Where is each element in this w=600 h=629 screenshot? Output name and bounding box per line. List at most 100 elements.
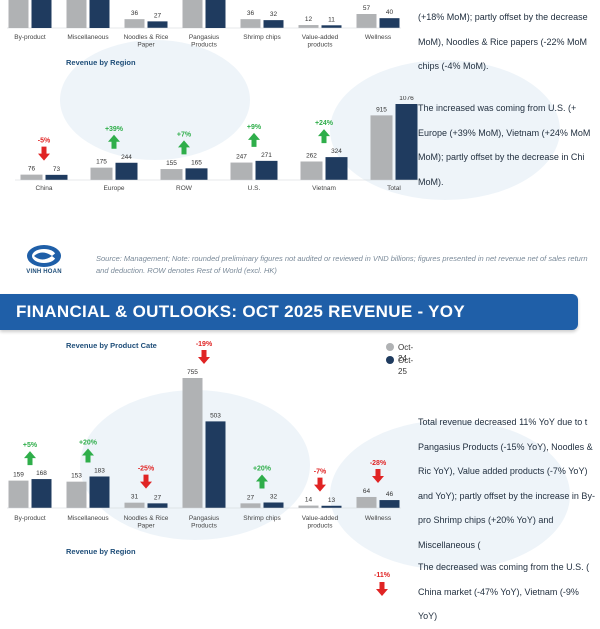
bar-value-label: 46 xyxy=(386,491,394,498)
arrow-down-icon xyxy=(376,582,388,596)
change-label: +24% xyxy=(315,120,334,127)
company-logo: VINH HOAN xyxy=(20,243,68,283)
change-label: +20% xyxy=(253,465,272,472)
bar-value-label: 57 xyxy=(363,5,371,12)
bar-value-label: 175 xyxy=(96,159,107,166)
bar-current xyxy=(147,503,168,508)
bar-prior xyxy=(90,167,113,180)
yoy-region-chart: -11% xyxy=(374,572,391,596)
bar-prior xyxy=(230,162,253,180)
bar-prior xyxy=(8,0,29,28)
bar-value-label: 1076 xyxy=(399,96,414,102)
bar-value-label: 915 xyxy=(376,106,387,113)
mom-product-commentary: (+18% MoM); partly offset by the decreas… xyxy=(418,12,588,71)
category-label: Value-added xyxy=(302,515,339,522)
bar-value-label: 32 xyxy=(270,11,278,18)
arrow-down-icon xyxy=(314,477,326,492)
bar-value-label: 503 xyxy=(210,412,221,419)
bar-value-label: 11 xyxy=(328,16,335,23)
bar-prior xyxy=(182,378,203,508)
bar-current xyxy=(263,502,284,508)
banner-title: FINANCIAL & OUTLOOKS: OCT 2025 REVENUE -… xyxy=(16,302,465,321)
change-label: -7% xyxy=(314,469,327,476)
arrow-up-icon xyxy=(24,451,36,466)
bar-value-label: 64 xyxy=(363,488,371,495)
category-label: Miscellaneous xyxy=(67,515,109,522)
category-label: Shrimp chips xyxy=(243,515,281,522)
legend-label-current: Oct-25 xyxy=(398,356,414,376)
bar-value-label: 13 xyxy=(328,497,336,504)
category-label: Products xyxy=(191,42,217,49)
change-label: -19% xyxy=(196,341,213,348)
category-label: Europe xyxy=(104,185,125,192)
category-label: Noodles & Rice xyxy=(124,515,169,522)
bar-prior xyxy=(298,505,319,508)
bar-prior xyxy=(356,14,377,28)
bar-value-label: 244 xyxy=(121,154,132,161)
category-label: products xyxy=(308,523,334,530)
category-label: Products xyxy=(191,523,217,530)
bar-current xyxy=(379,500,400,508)
category-label: By-product xyxy=(14,34,46,41)
bar-current xyxy=(185,168,208,180)
bar-value-label: 27 xyxy=(154,12,162,19)
yoy-region-chart-title: Revenue by Region xyxy=(66,547,136,556)
yoy-region-commentary: The decreased was coming from the U.S. (… xyxy=(418,562,590,621)
yoy-product-chart: 159 168 By-product +5% 153 183 Miscellaneous +2… xyxy=(7,341,401,530)
arrow-down-icon xyxy=(372,468,384,483)
bar-current xyxy=(147,21,168,28)
bar-current xyxy=(31,0,52,28)
legend-swatch-current xyxy=(386,356,394,364)
bar-current xyxy=(379,18,400,28)
yoy-product-commentary: Total revenue decreased 11% YoY due to t… xyxy=(418,417,595,550)
legend-swatch-prior xyxy=(386,343,394,351)
bar-value-label: 153 xyxy=(71,473,82,480)
category-label: Total xyxy=(387,185,401,192)
world-map-background xyxy=(330,420,570,570)
bar-value-label: 27 xyxy=(247,494,255,501)
category-label: Pangasius xyxy=(189,34,220,41)
change-label: +7% xyxy=(177,131,192,138)
change-label: +39% xyxy=(105,126,124,133)
bar-value-label: 183 xyxy=(94,467,105,474)
bar-prior xyxy=(66,481,87,508)
bar-current xyxy=(325,157,348,180)
change-label: -5% xyxy=(38,138,51,145)
section-banner: FINANCIAL & OUTLOOKS: OCT 2025 REVENUE -… xyxy=(0,294,578,330)
world-map-background xyxy=(60,40,250,160)
category-label: Shrimp chips xyxy=(243,34,281,41)
change-label: +9% xyxy=(247,124,262,131)
change-label: +20% xyxy=(79,439,98,446)
category-label: By-product xyxy=(14,515,46,522)
category-label: ROW xyxy=(176,185,193,192)
bar-prior xyxy=(20,174,43,180)
bar-current xyxy=(263,20,284,28)
bar-prior xyxy=(356,496,377,508)
bar-value-label: 31 xyxy=(131,494,139,501)
category-label: Wellness xyxy=(365,34,392,41)
category-label: China xyxy=(36,185,53,192)
bar-value-label: 168 xyxy=(36,470,47,477)
bar-value-label: 36 xyxy=(247,10,255,17)
bar-current xyxy=(31,479,52,508)
category-label: products xyxy=(308,42,334,49)
bar-value-label: 324 xyxy=(331,148,342,155)
bar-current xyxy=(205,421,226,508)
bar-prior xyxy=(8,480,29,508)
category-label: Noodles & Rice xyxy=(124,34,169,41)
category-label: Wellness xyxy=(365,515,392,522)
bar-value-label: 36 xyxy=(131,10,139,17)
mom-product-chart: By-product Miscellaneous 36 27 Noodles & Ric… xyxy=(7,0,401,49)
bar-value-label: 73 xyxy=(53,166,61,173)
bar-current xyxy=(205,0,226,28)
source-note: Source: Management; Note: rounded prelim… xyxy=(96,254,588,275)
bar-value-label: 247 xyxy=(236,154,247,161)
bar-current xyxy=(89,0,110,28)
change-label: -28% xyxy=(370,460,387,467)
fish-logo-icon xyxy=(27,245,61,267)
bar-value-label: 755 xyxy=(187,369,198,376)
bar-prior xyxy=(298,25,319,28)
bar-current xyxy=(321,25,342,28)
arrow-up-icon xyxy=(248,132,260,147)
legend-label-prior: Oct-24 xyxy=(398,343,414,363)
